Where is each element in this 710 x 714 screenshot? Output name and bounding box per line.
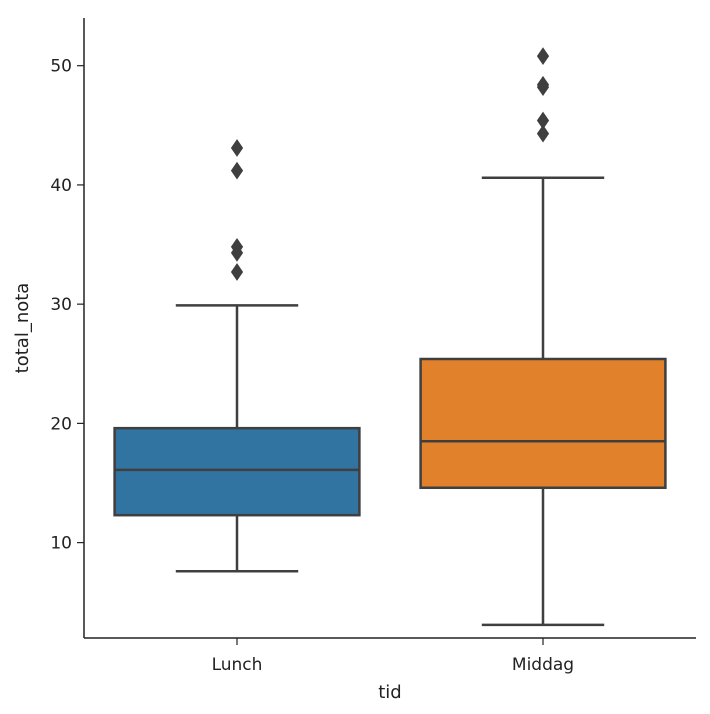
outlier-point bbox=[230, 139, 244, 157]
box-iqr bbox=[419, 357, 667, 490]
outlier-point bbox=[536, 75, 550, 94]
box-lunch bbox=[113, 139, 361, 573]
box-middag bbox=[419, 47, 667, 627]
x-tick-label: Middag bbox=[512, 655, 574, 675]
x-tick-label: Lunch bbox=[212, 655, 263, 675]
y-tick-label: 40 bbox=[50, 176, 72, 196]
y-tick-label: 20 bbox=[50, 414, 72, 434]
y-tick-label: 30 bbox=[50, 295, 72, 315]
outlier-point bbox=[536, 47, 550, 66]
outlier-point bbox=[536, 124, 550, 143]
y-tick-label: 50 bbox=[50, 57, 72, 77]
outlier-point bbox=[230, 263, 244, 281]
outlier-point bbox=[230, 161, 244, 180]
x-axis-title: tid bbox=[378, 682, 401, 703]
box-iqr bbox=[113, 426, 361, 517]
plot-area bbox=[113, 47, 667, 627]
y-axis-title: total_nota bbox=[12, 283, 33, 374]
y-ticks: 10 20 30 40 50 bbox=[50, 57, 84, 554]
outlier-point bbox=[230, 238, 244, 256]
x-ticks: Lunch Middag bbox=[212, 638, 574, 675]
outlier-point bbox=[536, 111, 550, 130]
y-tick-label: 10 bbox=[50, 534, 72, 554]
